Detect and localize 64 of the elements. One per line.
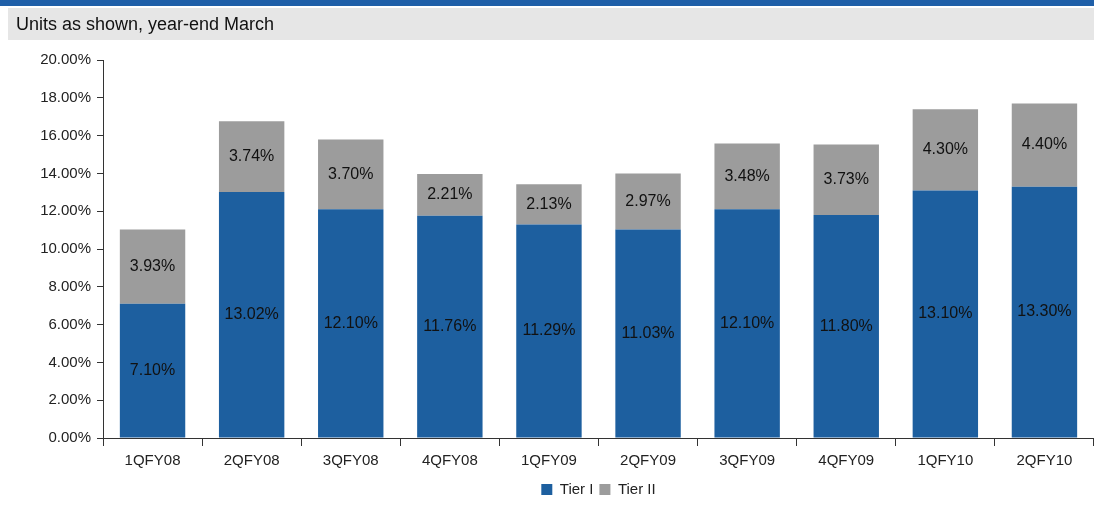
x-tick-label: 4QFY09 <box>818 451 875 469</box>
y-tick-label: 6.00% <box>48 314 91 332</box>
data-label: 4.40% <box>1021 135 1068 153</box>
bar <box>119 303 186 438</box>
y-tick-label: 10.00% <box>40 239 91 257</box>
legend-label: Tier II <box>617 479 656 497</box>
bar <box>318 139 384 210</box>
x-tick-label: 2QFY10 <box>1016 451 1073 469</box>
bar <box>516 184 582 225</box>
data-label: 3.48% <box>724 166 770 184</box>
bar <box>813 144 879 215</box>
data-label: 3.93% <box>129 257 176 275</box>
y-tick-label: 16.00% <box>40 125 91 143</box>
chart-subtitle: Units as shown, year-end March <box>16 14 275 35</box>
bar <box>615 229 681 438</box>
legend-label: Tier I <box>559 479 594 497</box>
bar <box>516 224 582 438</box>
data-label: 4.30% <box>922 140 969 158</box>
x-tick-label: 3QFY08 <box>322 451 379 469</box>
y-tick-label: 14.00% <box>40 163 91 181</box>
y-tick-label: 0.00% <box>48 428 91 446</box>
bar <box>912 190 979 438</box>
bar <box>218 191 285 438</box>
y-tick-label: 18.00% <box>40 87 91 105</box>
bar <box>417 215 483 438</box>
bar <box>615 173 681 230</box>
data-label: 11.76% <box>423 317 477 335</box>
bar <box>318 209 384 438</box>
data-label: 2.13% <box>526 194 572 212</box>
bar <box>417 173 483 216</box>
data-label: 3.70% <box>328 164 374 182</box>
data-label: 13.10% <box>918 304 973 322</box>
data-label: 13.02% <box>224 305 279 323</box>
data-label: 13.30% <box>1017 302 1072 320</box>
bar <box>119 229 186 304</box>
x-tick-label: 2QFY09 <box>620 451 676 469</box>
bar <box>1011 103 1078 187</box>
data-label: 2.97% <box>625 191 671 209</box>
x-tick-label: 3QFY09 <box>719 451 776 469</box>
data-label: 11.29% <box>522 321 576 339</box>
bar <box>912 109 979 191</box>
y-tick-label: 4.00% <box>48 352 91 370</box>
bar <box>714 209 780 438</box>
data-label: 12.10% <box>720 313 775 331</box>
data-label: 2.21% <box>427 185 473 203</box>
data-label: 3.73% <box>823 170 869 188</box>
data-label: 11.03% <box>621 323 675 341</box>
bar <box>714 143 780 210</box>
bar <box>1011 186 1078 438</box>
x-tick-label: 1QFY10 <box>917 451 974 469</box>
data-label: 12.10% <box>323 313 378 331</box>
bar <box>813 214 879 438</box>
data-label: 7.10% <box>129 361 176 379</box>
y-tick-label: 12.00% <box>40 201 91 219</box>
data-label: 3.74% <box>228 146 275 164</box>
x-tick-label: 1QFY08 <box>124 451 181 469</box>
data-label: 11.80% <box>819 316 873 334</box>
y-tick-label: 20.00% <box>40 50 91 68</box>
y-tick-label: 8.00% <box>48 276 91 294</box>
bar <box>218 121 285 192</box>
x-tick-label: 4QFY08 <box>421 451 478 469</box>
y-tick-label: 2.00% <box>48 390 91 408</box>
x-tick-label: 1QFY09 <box>521 451 577 469</box>
x-tick-label: 2QFY08 <box>223 451 280 469</box>
